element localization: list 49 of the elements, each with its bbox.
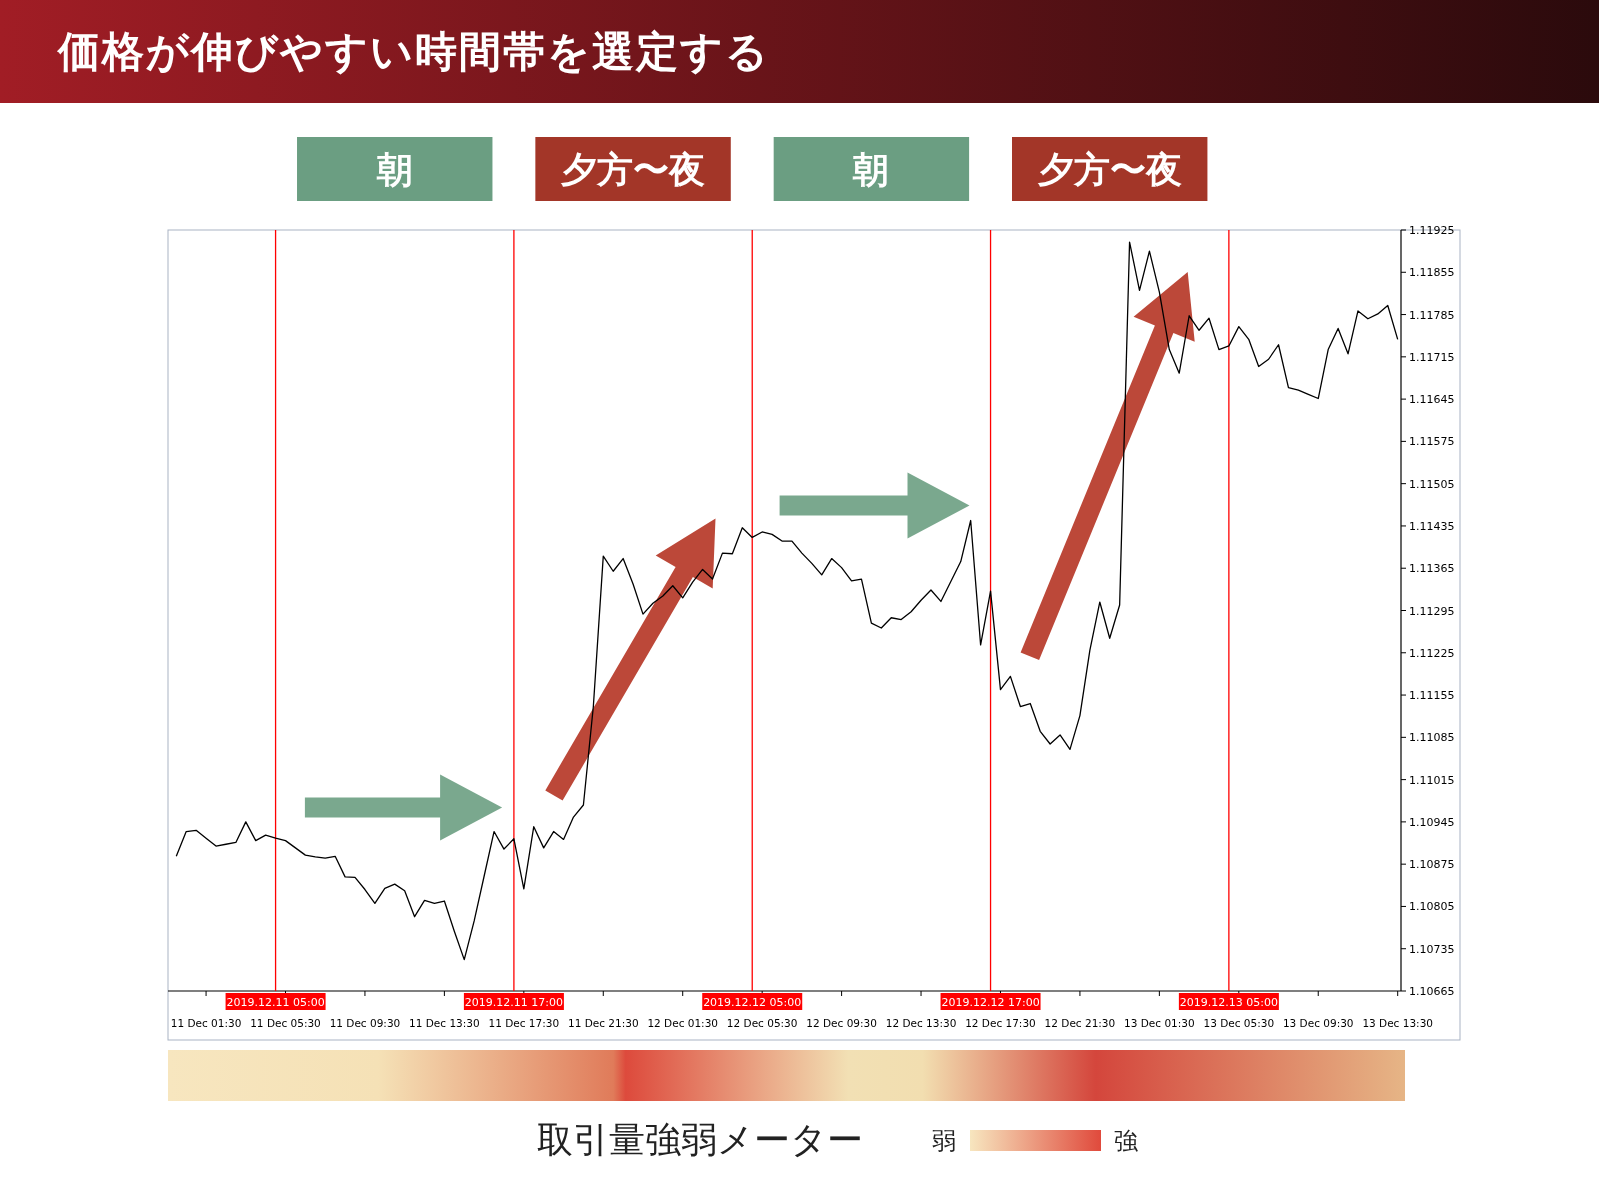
y-tick-label: 1.11015 <box>1409 773 1455 787</box>
x-tick-label: 12 Dec 01:30 <box>647 1017 719 1029</box>
ref-line-label: 2019.12.13 05:00 <box>1179 996 1278 1009</box>
y-tick-label: 1.10945 <box>1409 815 1455 829</box>
y-tick-label: 1.11785 <box>1409 308 1455 322</box>
header-box: 夕方〜夜 <box>535 137 731 201</box>
text: 取引量強弱メーター <box>537 1120 863 1160</box>
y-tick-label: 1.11505 <box>1409 477 1455 491</box>
ref-line-label: 2019.12.11 17:00 <box>464 996 563 1009</box>
y-tick-label: 1.11925 <box>1409 224 1455 237</box>
y-tick-label: 1.11855 <box>1409 266 1455 280</box>
y-tick-label: 1.11715 <box>1409 350 1455 364</box>
y-tick-label: 1.11295 <box>1409 604 1455 618</box>
x-tick-label: 13 Dec 01:30 <box>1124 1017 1195 1029</box>
x-tick-label: 13 Dec 13:30 <box>1362 1017 1433 1029</box>
ref-line-label: 2019.12.12 05:00 <box>703 996 802 1009</box>
ref-line-label: 2019.12.11 05:00 <box>226 996 325 1009</box>
ref-line-label: 2019.12.12 17:00 <box>941 996 1040 1009</box>
x-tick-label: 12 Dec 17:30 <box>965 1017 1036 1029</box>
y-tick-label: 1.11365 <box>1409 562 1455 576</box>
x-tick-label: 12 Dec 13:30 <box>885 1017 957 1029</box>
x-tick-label: 11 Dec 01:30 <box>170 1017 242 1029</box>
y-tick-label: 1.11085 <box>1409 731 1455 745</box>
x-tick-label: 13 Dec 05:30 <box>1203 1017 1275 1029</box>
y-tick-label: 1.11645 <box>1409 393 1455 407</box>
chart-title: 価格が伸びやすい時間帯を選定する <box>56 29 770 75</box>
text: 強 <box>1114 1128 1138 1154</box>
x-tick-label: 11 Dec 21:30 <box>567 1017 639 1029</box>
x-tick-label: 13 Dec 09:30 <box>1282 1017 1354 1029</box>
x-tick-label: 12 Dec 05:30 <box>726 1017 798 1029</box>
header-box: 朝 <box>297 137 493 201</box>
y-tick-label: 1.11225 <box>1409 646 1455 660</box>
x-tick-label: 11 Dec 17:30 <box>488 1017 560 1029</box>
x-tick-label: 12 Dec 09:30 <box>806 1017 877 1029</box>
y-tick-label: 1.11575 <box>1409 435 1455 449</box>
header-box: 朝 <box>773 137 970 201</box>
line-series <box>175 241 1399 961</box>
x-tick-label: 11 Dec 05:30 <box>250 1017 321 1029</box>
y-tick-label: 1.11435 <box>1409 519 1455 533</box>
x-tick-label: 12 Dec 21:30 <box>1044 1017 1116 1029</box>
x-tick-label: 11 Dec 13:30 <box>409 1017 480 1029</box>
y-tick-label: 1.11155 <box>1409 689 1455 703</box>
y-tick-label: 1.10665 <box>1409 985 1455 998</box>
y-tick-label: 1.10735 <box>1409 942 1455 956</box>
text: 弱 <box>932 1128 956 1154</box>
x-tick-label: 11 Dec 09:30 <box>329 1017 401 1029</box>
header-box: 夕方〜夜 <box>1012 137 1208 201</box>
y-tick-label: 1.10875 <box>1409 858 1455 872</box>
y-tick-label: 1.10805 <box>1409 900 1455 914</box>
